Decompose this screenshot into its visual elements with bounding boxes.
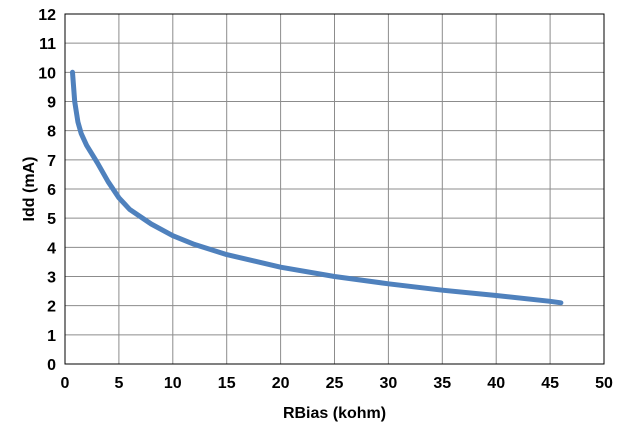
x-tick-label: 5	[114, 375, 123, 392]
series-layer	[70, 69, 564, 306]
x-tick-label: 15	[218, 375, 236, 392]
grid	[64, 13, 605, 365]
y-tick-label: 8	[47, 124, 56, 141]
y-tick-label: 11	[39, 36, 56, 53]
plot-area-border	[64, 13, 605, 365]
series-line	[70, 69, 564, 306]
y-tick-label: 4	[47, 240, 56, 257]
x-axis-ticks: 0 5 10 15 20 25 30 35 40 45 50	[61, 375, 613, 392]
y-tick-label: 12	[38, 7, 56, 24]
x-tick-label: 0	[61, 375, 70, 392]
x-tick-label: 25	[326, 375, 344, 392]
y-tick-label: 10	[38, 65, 56, 82]
y-tick-label: 7	[47, 153, 56, 170]
x-tick-label: 40	[487, 375, 505, 392]
x-tick-label: 30	[380, 375, 398, 392]
y-tick-label: 3	[47, 270, 56, 287]
y-tick-label: 6	[47, 182, 56, 199]
x-tick-label: 50	[595, 375, 613, 392]
y-axis-title: Idd (mA)	[21, 157, 38, 222]
x-tick-label: 35	[433, 375, 451, 392]
y-tick-label: 1	[47, 328, 56, 345]
x-axis-title: RBias (kohm)	[283, 405, 386, 422]
x-tick-label: 10	[164, 375, 182, 392]
x-tick-label: 20	[272, 375, 290, 392]
y-tick-label: 2	[47, 299, 56, 316]
x-tick-label: 45	[541, 375, 559, 392]
y-tick-label: 5	[47, 211, 56, 228]
y-tick-label: 0	[47, 357, 56, 374]
y-tick-label: 9	[47, 95, 56, 112]
